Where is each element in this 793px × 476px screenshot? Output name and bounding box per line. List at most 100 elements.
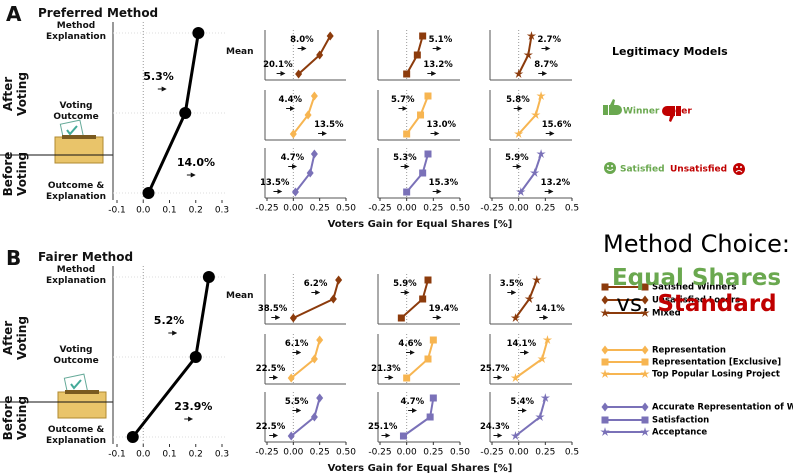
- x-tick-label: 0.00: [397, 448, 417, 458]
- annotation: 5.7%: [391, 95, 415, 105]
- marker: [287, 373, 295, 383]
- annotation: 5.3%: [143, 70, 174, 83]
- y-tick-label: Method Explanation: [45, 265, 106, 286]
- legend-entry: Representation [Exclusive]: [652, 358, 781, 368]
- marker: [523, 50, 533, 59]
- annotation: 4.6%: [398, 339, 422, 349]
- marker: [295, 69, 303, 79]
- y-tick-label: Method Explanation: [45, 21, 106, 42]
- legend-entry: Representation: [652, 346, 726, 356]
- marker: [310, 354, 318, 364]
- legend-entry: Satisfied: [620, 165, 665, 175]
- panel-title: Fairer Method: [38, 250, 134, 264]
- annotation: 4.7%: [401, 397, 425, 407]
- marker: [413, 51, 421, 59]
- x-tick-label: 0.5: [565, 448, 579, 458]
- panel-title: Preferred Method: [38, 6, 159, 20]
- group-label: Before Voting: [1, 395, 29, 441]
- legend-marker: [640, 308, 650, 317]
- x-tick-label: 0.1: [162, 450, 176, 460]
- marker: [419, 32, 427, 40]
- marker: [419, 295, 427, 303]
- marker: [192, 27, 205, 39]
- annotation: 22.5%: [256, 422, 286, 432]
- marker: [514, 129, 524, 138]
- x-tick-label: 0.25: [535, 448, 555, 458]
- x-tick-label: 0.00: [509, 204, 529, 214]
- annotation: 13.2%: [423, 60, 453, 70]
- marker: [397, 314, 405, 322]
- marker: [179, 107, 192, 119]
- heading-part: Standard: [657, 291, 777, 317]
- annotation: 5.8%: [506, 95, 530, 105]
- marker: [536, 91, 546, 100]
- annotation: 14.1%: [535, 304, 565, 314]
- x-tick-label: 0.50: [450, 204, 470, 214]
- annotation: 13.0%: [427, 120, 457, 130]
- marker: [524, 294, 534, 303]
- x-tick-label: 0.25: [423, 204, 443, 214]
- annotation: 19.4%: [429, 304, 459, 314]
- heading-line: Equal Shares vs. Standard: [600, 265, 793, 317]
- legend-entry: Loser: [664, 107, 692, 117]
- marker: [326, 31, 334, 41]
- legend-marker: [641, 358, 649, 366]
- marker: [510, 313, 521, 322]
- annotation: 5.5%: [285, 397, 309, 407]
- x-tick-label: -0.1: [108, 206, 126, 216]
- x-tick-label: -0.25: [368, 448, 391, 458]
- marker: [335, 275, 343, 285]
- x-tick-label: 0.00: [283, 448, 303, 458]
- marker: [429, 336, 437, 344]
- x-axis-label: Voters Gain for Equal Shares [%]: [327, 463, 513, 474]
- y-tick-label: Outcome & Explanation: [45, 425, 106, 446]
- annotation: 4.4%: [279, 95, 303, 105]
- annotation: 22.5%: [256, 364, 286, 374]
- x-tick-label: 0.50: [336, 448, 356, 458]
- marker: [304, 110, 312, 120]
- annotation: 5.4%: [510, 397, 534, 407]
- marker: [329, 294, 337, 304]
- marker: [403, 70, 411, 78]
- marker: [403, 130, 411, 138]
- legend-marker: [640, 427, 650, 436]
- marker: [310, 149, 318, 159]
- marker: [424, 92, 432, 100]
- x-tick-label: 0.50: [450, 448, 470, 458]
- marker: [532, 275, 542, 284]
- annotation: 5.2%: [154, 314, 185, 327]
- x-tick-label: -0.1: [108, 450, 126, 460]
- row-label: Mean: [226, 47, 254, 57]
- marker: [531, 110, 541, 119]
- legend-entry: Unsatisfied: [670, 165, 727, 175]
- annotation: 14.1%: [507, 339, 537, 349]
- frown-icon: [733, 163, 745, 175]
- heading-part: Equal Shares: [611, 265, 782, 291]
- x-tick-label: 0.3: [215, 206, 229, 216]
- marker: [291, 187, 299, 197]
- marker: [424, 150, 432, 158]
- annotation: 2.7%: [537, 35, 561, 45]
- marker: [142, 187, 155, 199]
- x-tick-label: -0.25: [480, 204, 503, 214]
- marker: [510, 431, 521, 440]
- legend-marker: [600, 369, 610, 378]
- annotation: 6.1%: [285, 339, 309, 349]
- annotation: 23.9%: [174, 400, 212, 413]
- marker: [526, 31, 537, 40]
- annotation: 15.6%: [542, 120, 572, 130]
- group-label: Before Voting: [1, 151, 29, 197]
- legend-entry: Satisfied Winners: [652, 283, 736, 293]
- x-tick-label: 0.25: [423, 448, 443, 458]
- marker: [316, 335, 324, 345]
- legend-marker: [641, 416, 649, 424]
- group-label: After Voting: [1, 316, 29, 360]
- x-tick-label: 0.5: [565, 204, 579, 214]
- marker: [316, 50, 324, 60]
- annotation: 14.0%: [177, 156, 215, 169]
- marker: [189, 351, 202, 363]
- x-tick-label: 0.00: [397, 204, 417, 214]
- x-axis-label: Voters Gain for Equal Shares [%]: [327, 219, 513, 230]
- marker: [403, 374, 411, 382]
- x-tick-label: 0.2: [189, 206, 203, 216]
